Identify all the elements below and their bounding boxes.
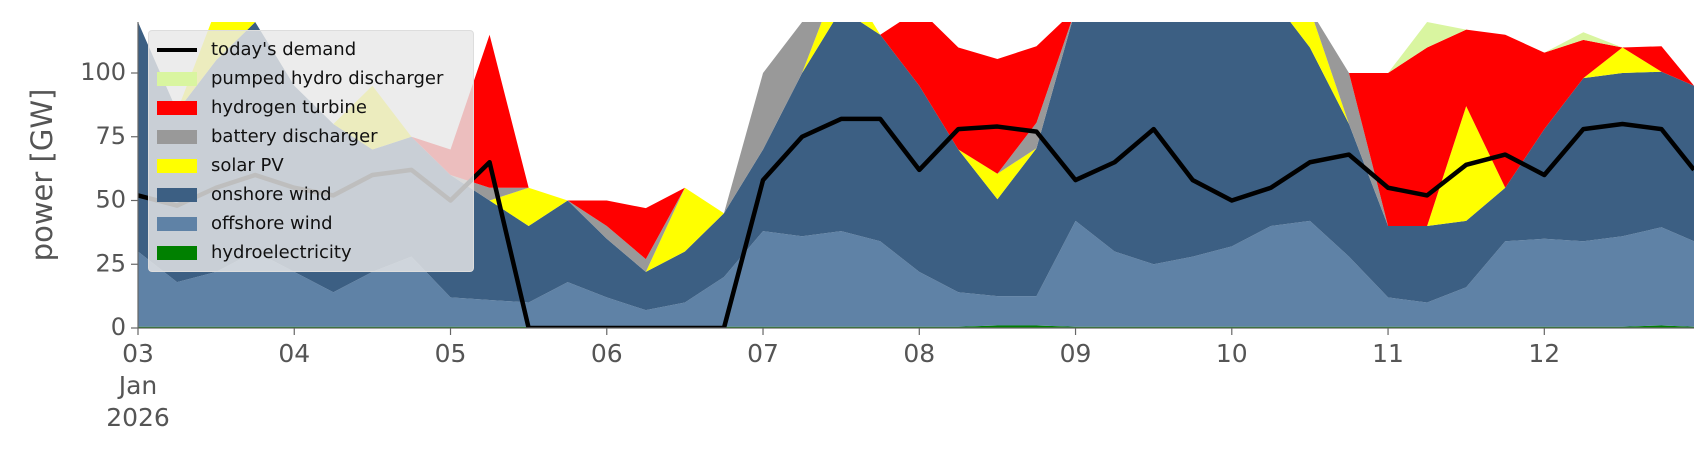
x-tick-label: 04	[278, 339, 311, 368]
legend-label: today's demand	[211, 39, 357, 60]
legend-swatch	[157, 245, 197, 260]
legend-swatch	[157, 71, 197, 86]
x-tick-label: 05	[434, 339, 467, 368]
plot-area	[138, 22, 1694, 328]
legend-item: solar PV	[149, 151, 473, 180]
legend-swatch	[157, 216, 197, 231]
x-tick-label: 11	[1372, 339, 1404, 368]
legend-label: solar PV	[211, 155, 284, 176]
x-tick-label: 09	[1059, 339, 1092, 368]
y-tick-label: 75	[95, 122, 126, 150]
area-4	[138, 22, 1694, 272]
y-axis-label: power [GW]	[25, 89, 59, 262]
x-tick-label: 03 Jan 2026	[106, 339, 170, 432]
legend-label: onshore wind	[211, 184, 332, 205]
legend-item: onshore wind	[149, 180, 473, 209]
x-tick-label: 07	[747, 339, 779, 368]
legend-label: offshore wind	[211, 213, 333, 234]
legend-item: pumped hydro discharger	[149, 64, 473, 93]
legend-item: hydrogen turbine	[149, 93, 473, 122]
legend-label: hydrogen turbine	[211, 97, 367, 118]
legend-item: hydroelectricity	[149, 238, 473, 267]
legend-swatch	[157, 158, 197, 173]
area-2	[138, 22, 1694, 260]
x-tick-label: 12	[1528, 339, 1561, 368]
x-tick-label: 06	[590, 339, 623, 368]
area-6	[138, 220, 1694, 327]
legend-item: battery discharger	[149, 122, 473, 151]
legend-swatch	[157, 187, 197, 202]
legend-swatch	[157, 47, 197, 52]
legend-swatch	[157, 129, 197, 144]
legend-item: today's demand	[149, 35, 473, 64]
x-tick-label: 08	[903, 339, 936, 368]
y-tick-label: 0	[111, 313, 126, 341]
y-tick-label: 25	[95, 249, 126, 277]
legend: today's demand pumped hydro discharger hyd…	[148, 30, 474, 272]
y-tick-label: 100	[80, 58, 126, 86]
legend-label: pumped hydro discharger	[211, 68, 444, 89]
y-tick-label: 50	[95, 186, 126, 214]
legend-item: offshore wind	[149, 209, 473, 238]
legend-label: hydroelectricity	[211, 242, 352, 263]
x-tick-label: 10	[1215, 339, 1248, 368]
axes: 0 25 50 75 100	[80, 22, 1694, 341]
legend-label: battery discharger	[211, 126, 378, 147]
legend-swatch	[157, 100, 197, 115]
